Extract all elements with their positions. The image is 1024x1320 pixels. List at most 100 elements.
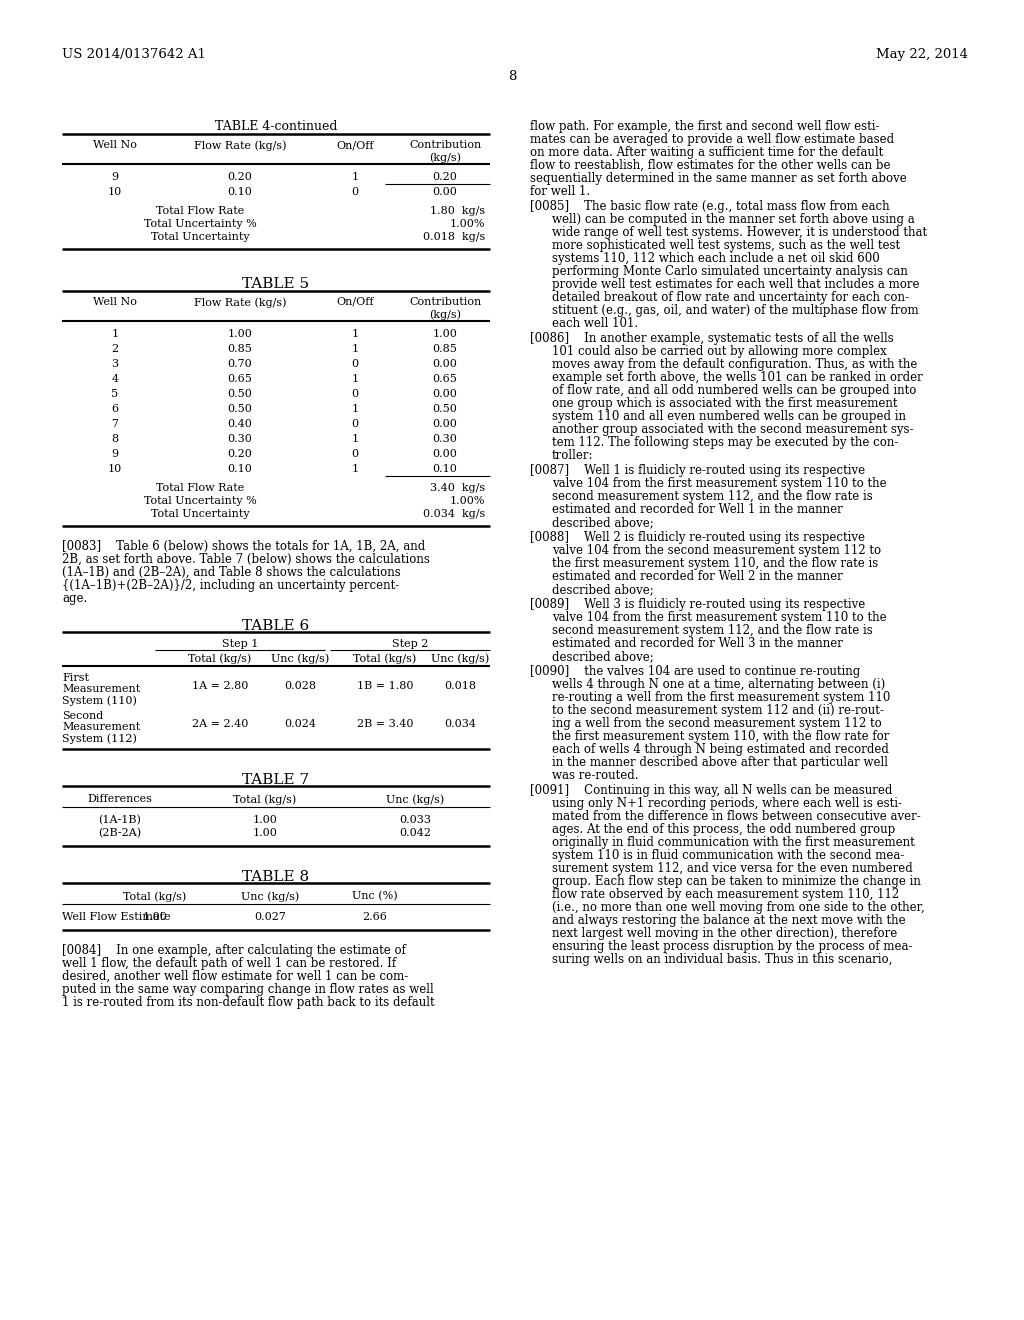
Text: next largest well moving in the other direction), therefore: next largest well moving in the other di…: [552, 927, 897, 940]
Text: [0091]    Continuing in this way, all N wells can be measured: [0091] Continuing in this way, all N wel…: [530, 784, 892, 797]
Text: 101 could also be carried out by allowing more complex: 101 could also be carried out by allowin…: [552, 345, 887, 358]
Text: desired, another well flow estimate for well 1 can be com-: desired, another well flow estimate for …: [62, 970, 409, 983]
Text: 0.042: 0.042: [399, 828, 431, 838]
Text: 0.034  kg/s: 0.034 kg/s: [423, 510, 485, 519]
Text: well 1 flow, the default path of well 1 can be restored. If: well 1 flow, the default path of well 1 …: [62, 957, 396, 970]
Text: 0: 0: [351, 449, 358, 459]
Text: 1: 1: [351, 404, 358, 414]
Text: sequentially determined in the same manner as set forth above: sequentially determined in the same mann…: [530, 172, 906, 185]
Text: tem 112. The following steps may be executed by the con-: tem 112. The following steps may be exec…: [552, 436, 898, 449]
Text: 8: 8: [508, 70, 516, 83]
Text: TABLE 7: TABLE 7: [243, 774, 309, 787]
Text: Measurement: Measurement: [62, 684, 140, 694]
Text: flow rate observed by each measurement system 110, 112: flow rate observed by each measurement s…: [552, 888, 899, 902]
Text: 1B = 1.80: 1B = 1.80: [356, 681, 414, 690]
Text: (1A-1B): (1A-1B): [98, 814, 141, 825]
Text: System (112): System (112): [62, 733, 137, 743]
Text: Step 1: Step 1: [222, 639, 258, 649]
Text: 10: 10: [108, 465, 122, 474]
Text: systems 110, 112 which each include a net oil skid 600: systems 110, 112 which each include a ne…: [552, 252, 880, 265]
Text: flow path. For example, the first and second well flow esti-: flow path. For example, the first and se…: [530, 120, 880, 133]
Text: 1: 1: [351, 465, 358, 474]
Text: Unc (kg/s): Unc (kg/s): [386, 795, 444, 805]
Text: 8: 8: [112, 434, 119, 444]
Text: mated from the difference in flows between consecutive aver-: mated from the difference in flows betwe…: [552, 810, 921, 822]
Text: detailed breakout of flow rate and uncertainty for each con-: detailed breakout of flow rate and uncer…: [552, 290, 909, 304]
Text: On/Off: On/Off: [336, 140, 374, 150]
Text: 0.20: 0.20: [227, 172, 253, 182]
Text: [0089]    Well 3 is fluidicly re-routed using its respective: [0089] Well 3 is fluidicly re-routed usi…: [530, 598, 865, 611]
Text: 0.00: 0.00: [432, 359, 458, 370]
Text: 1: 1: [112, 329, 119, 339]
Text: each of wells 4 through N being estimated and recorded: each of wells 4 through N being estimate…: [552, 743, 889, 756]
Text: 0.20: 0.20: [432, 172, 458, 182]
Text: more sophisticated well test systems, such as the well test: more sophisticated well test systems, su…: [552, 239, 900, 252]
Text: On/Off: On/Off: [336, 297, 374, 308]
Text: (1A–1B) and (2B–2A), and Table 8 shows the calculations: (1A–1B) and (2B–2A), and Table 8 shows t…: [62, 566, 400, 579]
Text: 1.00: 1.00: [253, 828, 278, 838]
Text: Total Flow Rate: Total Flow Rate: [156, 483, 244, 492]
Text: valve 104 from the first measurement system 110 to the: valve 104 from the first measurement sys…: [552, 477, 887, 490]
Text: 1.00: 1.00: [253, 814, 278, 825]
Text: Total Uncertainty %: Total Uncertainty %: [143, 496, 256, 506]
Text: in the manner described above after that particular well: in the manner described above after that…: [552, 756, 888, 770]
Text: Differences: Differences: [88, 795, 153, 804]
Text: 1: 1: [351, 172, 358, 182]
Text: 1: 1: [351, 374, 358, 384]
Text: 0.40: 0.40: [227, 418, 253, 429]
Text: using only N+1 recording periods, where each well is esti-: using only N+1 recording periods, where …: [552, 797, 902, 810]
Text: 0.034: 0.034: [444, 719, 476, 729]
Text: stituent (e.g., gas, oil, and water) of the multiphase flow from: stituent (e.g., gas, oil, and water) of …: [552, 304, 919, 317]
Text: ages. At the end of this process, the odd numbered group: ages. At the end of this process, the od…: [552, 822, 895, 836]
Text: 2B, as set forth above. Table 7 (below) shows the calculations: 2B, as set forth above. Table 7 (below) …: [62, 553, 430, 566]
Text: TABLE 6: TABLE 6: [243, 619, 309, 634]
Text: 4: 4: [112, 374, 119, 384]
Text: Total (kg/s): Total (kg/s): [353, 653, 417, 664]
Text: [0083]    Table 6 (below) shows the totals for 1A, 1B, 2A, and: [0083] Table 6 (below) shows the totals …: [62, 540, 425, 553]
Text: Total Uncertainty: Total Uncertainty: [151, 232, 249, 242]
Text: each well 101.: each well 101.: [552, 317, 638, 330]
Text: Unc (kg/s): Unc (kg/s): [241, 891, 299, 902]
Text: example set forth above, the wells 101 can be ranked in order: example set forth above, the wells 101 c…: [552, 371, 923, 384]
Text: 0.018  kg/s: 0.018 kg/s: [423, 232, 485, 242]
Text: Measurement: Measurement: [62, 722, 140, 733]
Text: 1 is re-routed from its non-default flow path back to its default: 1 is re-routed from its non-default flow…: [62, 997, 434, 1008]
Text: the first measurement system 110, with the flow rate for: the first measurement system 110, with t…: [552, 730, 890, 743]
Text: suring wells on an individual basis. Thus in this scenario,: suring wells on an individual basis. Thu…: [552, 953, 892, 966]
Text: estimated and recorded for Well 2 in the manner: estimated and recorded for Well 2 in the…: [552, 570, 843, 583]
Text: 1.00: 1.00: [142, 912, 168, 921]
Text: Step 2: Step 2: [392, 639, 428, 649]
Text: estimated and recorded for Well 1 in the manner: estimated and recorded for Well 1 in the…: [552, 503, 843, 516]
Text: Flow Rate (kg/s): Flow Rate (kg/s): [194, 140, 287, 150]
Text: [0088]    Well 2 is fluidicly re-routed using its respective: [0088] Well 2 is fluidicly re-routed usi…: [530, 531, 865, 544]
Text: 1: 1: [351, 345, 358, 354]
Text: 10: 10: [108, 187, 122, 197]
Text: described above;: described above;: [552, 583, 653, 597]
Text: 0: 0: [351, 359, 358, 370]
Text: system 110 is in fluid communication with the second mea-: system 110 is in fluid communication wit…: [552, 849, 904, 862]
Text: (kg/s): (kg/s): [429, 152, 461, 162]
Text: Total Uncertainty: Total Uncertainty: [151, 510, 249, 519]
Text: Second: Second: [62, 711, 103, 721]
Text: 5: 5: [112, 389, 119, 399]
Text: 1A = 2.80: 1A = 2.80: [191, 681, 248, 690]
Text: 0.30: 0.30: [227, 434, 253, 444]
Text: for well 1.: for well 1.: [530, 185, 590, 198]
Text: 3: 3: [112, 359, 119, 370]
Text: troller:: troller:: [552, 449, 594, 462]
Text: Contribution: Contribution: [409, 297, 481, 308]
Text: Total (kg/s): Total (kg/s): [188, 653, 252, 664]
Text: {(1A–1B)+(2B–2A)}/2, including an uncertainty percent-: {(1A–1B)+(2B–2A)}/2, including an uncert…: [62, 579, 399, 591]
Text: 0.033: 0.033: [399, 814, 431, 825]
Text: and always restoring the balance at the next move with the: and always restoring the balance at the …: [552, 913, 905, 927]
Text: 0.10: 0.10: [432, 465, 458, 474]
Text: another group associated with the second measurement sys-: another group associated with the second…: [552, 422, 913, 436]
Text: puted in the same way comparing change in flow rates as well: puted in the same way comparing change i…: [62, 983, 434, 997]
Text: 9: 9: [112, 172, 119, 182]
Text: 1.00: 1.00: [432, 329, 458, 339]
Text: Well Flow Estimate: Well Flow Estimate: [62, 912, 171, 921]
Text: System (110): System (110): [62, 696, 137, 706]
Text: moves away from the default configuration. Thus, as with the: moves away from the default configuratio…: [552, 358, 918, 371]
Text: [0086]    In another example, systematic tests of all the wells: [0086] In another example, systematic te…: [530, 333, 894, 345]
Text: valve 104 from the second measurement system 112 to: valve 104 from the second measurement sy…: [552, 544, 881, 557]
